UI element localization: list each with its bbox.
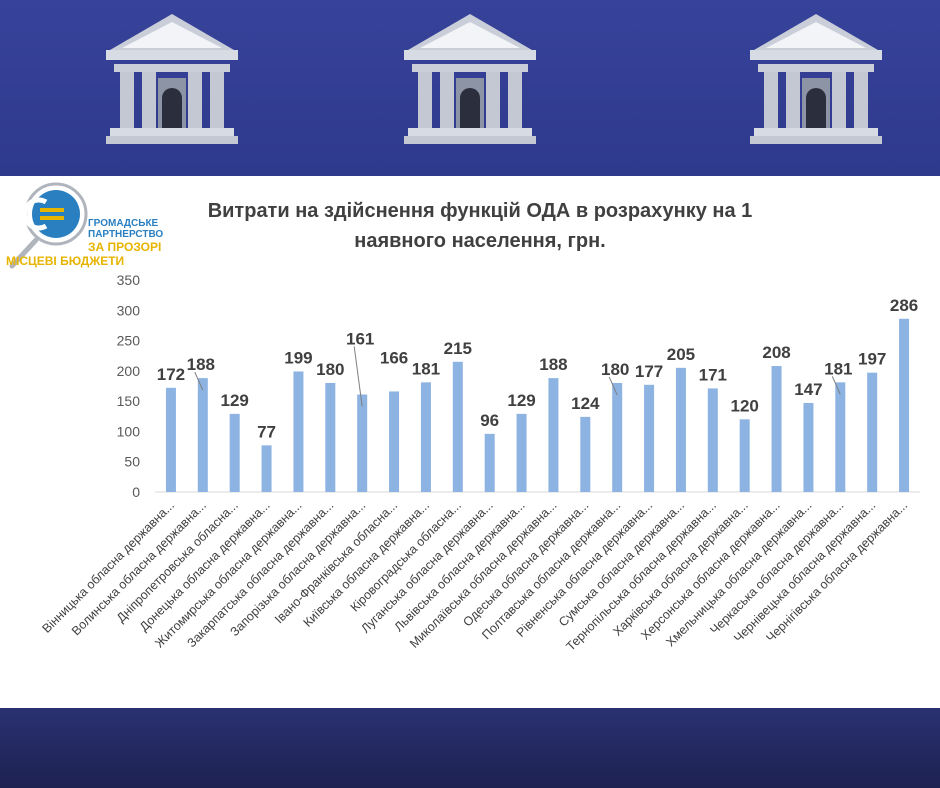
data-label-leader-line — [194, 371, 204, 391]
data-label: 77 — [257, 422, 276, 441]
bank-building-icon — [404, 14, 536, 144]
bar — [293, 371, 304, 492]
bank-building-icon — [106, 14, 238, 144]
data-label: 177 — [635, 362, 663, 381]
chart-panel — [0, 176, 940, 708]
data-label: 166 — [380, 348, 408, 367]
y-tick-label: 100 — [117, 423, 141, 439]
bar — [835, 382, 846, 492]
data-label: 188 — [187, 355, 215, 374]
bar — [452, 361, 463, 492]
y-tick-label: 50 — [124, 454, 140, 470]
bar — [707, 388, 718, 492]
data-label: 96 — [480, 411, 499, 430]
data-label: 188 — [539, 355, 567, 374]
footer-band — [0, 708, 940, 788]
data-label-leader-line — [831, 376, 841, 395]
data-label: 215 — [444, 339, 472, 358]
y-tick-label: 200 — [117, 363, 141, 379]
bar — [197, 378, 208, 492]
data-label-leader-line — [353, 346, 363, 407]
data-label: 129 — [507, 391, 535, 410]
data-label: 180 — [316, 360, 344, 379]
bar — [644, 384, 655, 492]
data-label: 171 — [699, 365, 727, 384]
data-label: 120 — [731, 396, 759, 415]
bar — [357, 394, 368, 492]
data-label: 147 — [794, 380, 822, 399]
bar — [612, 382, 623, 492]
y-tick-label: 300 — [117, 302, 141, 318]
bar — [261, 445, 272, 492]
y-tick-label: 0 — [132, 484, 140, 500]
chart-title-line2: наявного населення, грн. — [354, 230, 606, 252]
bar — [580, 416, 591, 492]
chart-title-line1: Витрати на здійснення функцій ОДА в розр… — [207, 200, 753, 222]
y-tick-label: 150 — [117, 393, 141, 409]
chart-title: Витрати на здійснення функцій ОДА в розр… — [140, 196, 820, 256]
bar — [325, 382, 336, 492]
data-label: 172 — [157, 365, 185, 384]
bar — [803, 402, 814, 492]
bar — [389, 391, 400, 492]
data-label: 129 — [221, 391, 249, 410]
bar — [548, 378, 559, 492]
bar — [867, 372, 878, 492]
magnifier-logo-icon — [9, 182, 88, 269]
data-label: 124 — [571, 394, 600, 413]
logo-text-line2: ПАРТНЕРСТВО — [88, 229, 164, 240]
bar — [484, 433, 495, 492]
data-label: 181 — [412, 359, 440, 378]
bar — [516, 413, 527, 492]
bank-building-icon — [750, 14, 882, 144]
bar-chart: 0501001502002503003501721881297719918016… — [39, 272, 920, 654]
organization-logo: ГРОМАДСЬКЕ ПАРТНЕРСТВО ЗА ПРОЗОРІ МІСЦЕВ… — [6, 178, 166, 270]
data-label-leader-line — [608, 376, 618, 396]
bar — [739, 419, 750, 492]
data-label: 161 — [346, 329, 374, 348]
bar — [771, 366, 782, 492]
logo-text-line1: ГРОМАДСЬКЕ — [88, 218, 159, 229]
y-tick-label: 250 — [117, 333, 141, 349]
data-label: 205 — [667, 345, 695, 364]
data-label: 208 — [762, 343, 790, 362]
data-label: 286 — [890, 296, 918, 315]
bar — [675, 367, 686, 492]
bar — [229, 413, 240, 492]
data-label: 180 — [601, 360, 629, 379]
logo-text-line4: МІСЦЕВІ БЮДЖЕТИ — [6, 254, 125, 268]
data-label: 197 — [858, 350, 886, 369]
data-label: 181 — [824, 359, 852, 378]
bar — [420, 382, 431, 492]
data-label: 199 — [284, 348, 312, 367]
bar — [899, 318, 910, 492]
y-tick-label: 350 — [117, 272, 141, 288]
logo-text-line3: ЗА ПРОЗОРІ — [88, 240, 162, 254]
bar — [165, 387, 176, 492]
